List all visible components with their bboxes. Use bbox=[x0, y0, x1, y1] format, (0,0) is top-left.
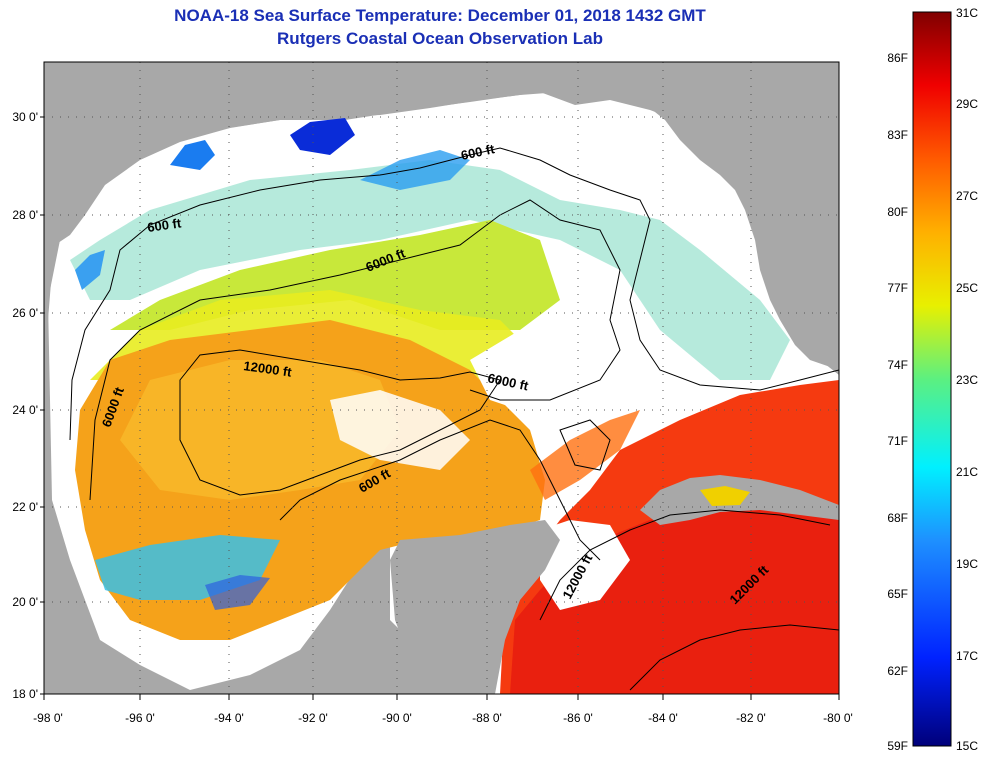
orange-core bbox=[120, 360, 400, 500]
colorbar bbox=[912, 11, 952, 747]
colorbar-f-label: 59F bbox=[887, 739, 908, 753]
longitude-labels: -98 0' -96 0' -94 0' -92 0' -90 0' -88 0… bbox=[33, 711, 853, 725]
colorbar-f-label: 65F bbox=[887, 587, 908, 601]
cuba-shelf-sst bbox=[700, 486, 750, 506]
colorbar-c-label: 27C bbox=[956, 189, 978, 203]
us-gulf-coast-land bbox=[44, 62, 700, 250]
colorbar-c-label: 15C bbox=[956, 739, 978, 753]
colorbar-c-label: 23C bbox=[956, 373, 978, 387]
coastal-cool-sst bbox=[205, 575, 270, 610]
coastal-cool-sst bbox=[360, 150, 470, 190]
lon-label: -98 0' bbox=[33, 711, 63, 725]
lon-label: -80 0' bbox=[823, 711, 853, 725]
latitude-labels: 30 0' 28 0' 26 0' 24 0' 22 0' 20 0' 18 0… bbox=[12, 110, 38, 701]
shelf-sst bbox=[70, 160, 790, 380]
contour-label: 600 ft bbox=[146, 215, 182, 235]
mexico-land bbox=[44, 62, 120, 694]
contour-label: 600 ft bbox=[460, 141, 497, 163]
lat-label: 24 0' bbox=[12, 403, 38, 417]
colorbar-fahrenheit-labels: 86F 83F 80F 77F 74F 71F 68F 65F 62F 59F bbox=[887, 51, 908, 753]
colorbar-f-label: 62F bbox=[887, 664, 908, 678]
colorbar-f-label: 80F bbox=[887, 205, 908, 219]
colorbar-c-label: 31C bbox=[956, 6, 978, 20]
colorbar-c-label: 17C bbox=[956, 649, 978, 663]
lat-label: 18 0' bbox=[12, 687, 38, 701]
map-title: NOAA-18 Sea Surface Temperature: Decembe… bbox=[174, 6, 706, 25]
orange-transition bbox=[530, 410, 640, 500]
florida-land bbox=[640, 62, 839, 370]
lon-label: -88 0' bbox=[472, 711, 502, 725]
yucatan-land bbox=[390, 520, 560, 694]
colorbar-f-label: 68F bbox=[887, 511, 908, 525]
coastal-cold-sst bbox=[290, 118, 355, 155]
axis-ticks bbox=[40, 116, 840, 700]
lon-label: -94 0' bbox=[214, 711, 244, 725]
colorbar-f-label: 74F bbox=[887, 358, 908, 372]
contour-label: 12000 ft bbox=[243, 358, 294, 380]
map-frame bbox=[43, 61, 840, 695]
colorbar-c-label: 29C bbox=[956, 97, 978, 111]
lat-label: 28 0' bbox=[12, 208, 38, 222]
map-subtitle: Rutgers Coastal Ocean Observation Lab bbox=[277, 29, 603, 48]
colorbar-celsius-labels: 31C 29C 27C 25C 23C 21C 19C 17C 15C bbox=[956, 6, 978, 753]
lat-label: 20 0' bbox=[12, 595, 38, 609]
lat-label: 30 0' bbox=[12, 110, 38, 124]
lon-label: -84 0' bbox=[648, 711, 678, 725]
colorbar-c-label: 25C bbox=[956, 281, 978, 295]
cloud-area bbox=[470, 330, 660, 410]
lon-label: -86 0' bbox=[563, 711, 593, 725]
lat-label: 26 0' bbox=[12, 306, 38, 320]
colorbar-f-label: 83F bbox=[887, 128, 908, 142]
coastal-cool-sst bbox=[75, 250, 105, 290]
colorbar-c-label: 19C bbox=[956, 557, 978, 571]
lon-label: -82 0' bbox=[736, 711, 766, 725]
colorbar-c-label: 21C bbox=[956, 465, 978, 479]
lat-label: 22 0' bbox=[12, 500, 38, 514]
colorbar-f-label: 86F bbox=[887, 51, 908, 65]
colorbar-f-label: 71F bbox=[887, 434, 908, 448]
cloud-area bbox=[540, 520, 630, 610]
colorbar-f-label: 77F bbox=[887, 281, 908, 295]
lon-label: -90 0' bbox=[382, 711, 412, 725]
lon-label: -92 0' bbox=[298, 711, 328, 725]
coastal-cool-sst bbox=[170, 140, 215, 170]
lon-label: -96 0' bbox=[125, 711, 155, 725]
bathymetry-contours bbox=[69, 147, 839, 691]
